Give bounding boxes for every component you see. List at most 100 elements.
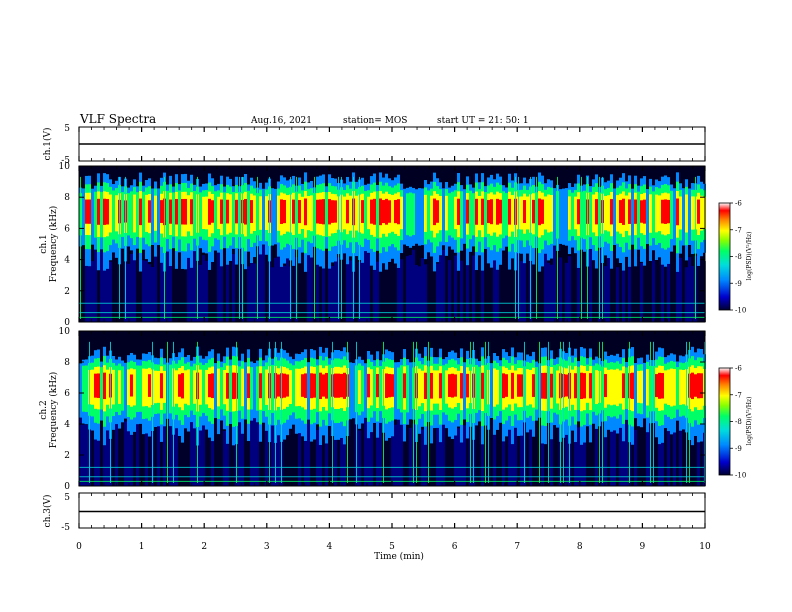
spectrogram-cell bbox=[670, 190, 673, 240]
spectrogram-cell bbox=[421, 370, 424, 404]
spectrogram-cell bbox=[565, 374, 568, 397]
spectrogram-cell bbox=[214, 254, 217, 322]
spectrogram-cell bbox=[433, 370, 436, 404]
spectrogram-cell bbox=[619, 200, 622, 224]
spectrogram-cell bbox=[286, 195, 289, 232]
spectrogram-cell bbox=[673, 261, 676, 322]
spectrogram-cell bbox=[472, 193, 475, 236]
spectrogram-cell bbox=[310, 195, 313, 232]
spectrogram-cell bbox=[487, 258, 490, 322]
spectrogram-cell bbox=[301, 419, 304, 486]
ch1-colorbar-label: log(PSD)(V²/Hz) bbox=[746, 232, 753, 281]
spectrogram-cell bbox=[613, 253, 616, 322]
spectrogram-cell bbox=[688, 188, 691, 246]
spectrogram-cell bbox=[511, 372, 514, 399]
spectrogram-cell bbox=[379, 253, 382, 322]
y-tick-label: 4 bbox=[64, 256, 70, 266]
spectrogram-cell bbox=[181, 373, 184, 399]
spectrogram-cell bbox=[139, 255, 142, 322]
spectrogram-cell bbox=[358, 370, 361, 404]
spectrogram-cell bbox=[100, 246, 103, 322]
spectrogram-cell bbox=[616, 267, 619, 322]
spectrogram-spike bbox=[257, 176, 258, 319]
y-tick-label: 2 bbox=[64, 451, 70, 461]
spectrogram-cell bbox=[355, 262, 358, 322]
spectrogram-cell bbox=[370, 369, 373, 406]
spectrogram-cell bbox=[391, 265, 394, 322]
spectrogram-cell bbox=[292, 365, 295, 413]
spectrogram-spike bbox=[173, 341, 174, 483]
spectrogram-cell bbox=[226, 199, 229, 224]
spectrogram-cell bbox=[220, 411, 223, 486]
spectrogram-cell bbox=[202, 364, 205, 413]
spectrogram-cell bbox=[349, 195, 352, 231]
spectrogram-spike bbox=[347, 341, 348, 483]
spectrogram-cell bbox=[97, 423, 100, 486]
spectrogram-cell bbox=[439, 373, 442, 399]
ch2-spec-ylabel-frequency: Frequency (kHz) bbox=[48, 372, 59, 449]
spectrogram-cell bbox=[550, 195, 553, 232]
spectrogram-cell bbox=[265, 196, 268, 230]
spectrogram-cell bbox=[244, 198, 247, 225]
spectrogram-cell bbox=[595, 259, 598, 322]
spectrogram-cell bbox=[187, 414, 190, 486]
spectrogram-cell bbox=[409, 427, 412, 486]
spectrogram-cell bbox=[220, 367, 223, 410]
spectrogram-cell bbox=[403, 373, 406, 399]
spectrogram-cell bbox=[97, 373, 100, 398]
spectrogram-cell bbox=[301, 256, 304, 322]
spectrogram-cell bbox=[544, 372, 547, 399]
spectrogram-cell bbox=[469, 246, 472, 322]
spectrogram-spike bbox=[599, 341, 600, 483]
spectrogram-cell bbox=[655, 264, 658, 322]
spectrogram-cell bbox=[232, 411, 235, 486]
spectrogram-cell bbox=[289, 431, 292, 486]
spectrogram-cell bbox=[454, 196, 457, 230]
spectrogram-cell bbox=[409, 362, 412, 420]
spectrogram-cell bbox=[649, 194, 652, 233]
spectrogram-cell bbox=[466, 199, 469, 224]
spectrogram-cell bbox=[175, 262, 178, 322]
spectrogram-cell bbox=[550, 373, 553, 398]
spectrogram-cell bbox=[157, 370, 160, 403]
spectrogram-cell bbox=[115, 418, 118, 486]
spectrogram-cell bbox=[511, 195, 514, 232]
spectrogram-cell bbox=[682, 188, 685, 246]
spectrogram-cell bbox=[613, 423, 616, 486]
spectrogram-cell bbox=[421, 257, 424, 322]
spectrogram-cell bbox=[391, 374, 394, 397]
spectrogram-cell bbox=[244, 411, 247, 486]
x-tick-label: 6 bbox=[452, 542, 458, 552]
spectrogram-cell bbox=[682, 260, 685, 322]
spectrogram-cell bbox=[592, 429, 595, 486]
spectrogram-cell bbox=[106, 199, 109, 225]
spectrogram-cell bbox=[274, 257, 277, 322]
spectrogram-spike bbox=[518, 176, 519, 319]
spectrogram-cell bbox=[112, 254, 115, 322]
spectrogram-cell bbox=[571, 369, 574, 405]
spectrogram-cell bbox=[232, 372, 235, 400]
spectrogram-cell bbox=[232, 254, 235, 322]
spectrogram-cell bbox=[454, 412, 457, 486]
spectrogram-cell bbox=[139, 365, 142, 412]
spectrogram-cell bbox=[637, 370, 640, 403]
ch1-voltage-ylabel: ch.1(V) bbox=[42, 128, 53, 161]
spectrogram-cell bbox=[685, 267, 688, 322]
spectrogram-cell bbox=[397, 256, 400, 322]
spectrogram-cell bbox=[184, 198, 187, 225]
spectrogram-cell bbox=[514, 415, 517, 486]
spectrogram-cell bbox=[628, 258, 631, 322]
spectrogram-spike bbox=[599, 176, 600, 319]
spectrogram-cell bbox=[325, 411, 328, 486]
spectrogram-cell bbox=[151, 188, 154, 246]
spectrogram-cell bbox=[700, 255, 703, 322]
start-time-label: start UT = 21: 50: 1 bbox=[437, 116, 529, 126]
spectrogram-cell bbox=[478, 427, 481, 486]
ch1-ytick-top: 5 bbox=[64, 124, 70, 134]
spectrogram-cell bbox=[370, 418, 373, 486]
spectrogram-cell bbox=[658, 248, 661, 322]
spectrogram-cell bbox=[610, 413, 613, 486]
spectrogram-cell bbox=[553, 188, 556, 246]
spectrogram-cell bbox=[517, 374, 520, 397]
spectrogram-cell bbox=[295, 416, 298, 486]
